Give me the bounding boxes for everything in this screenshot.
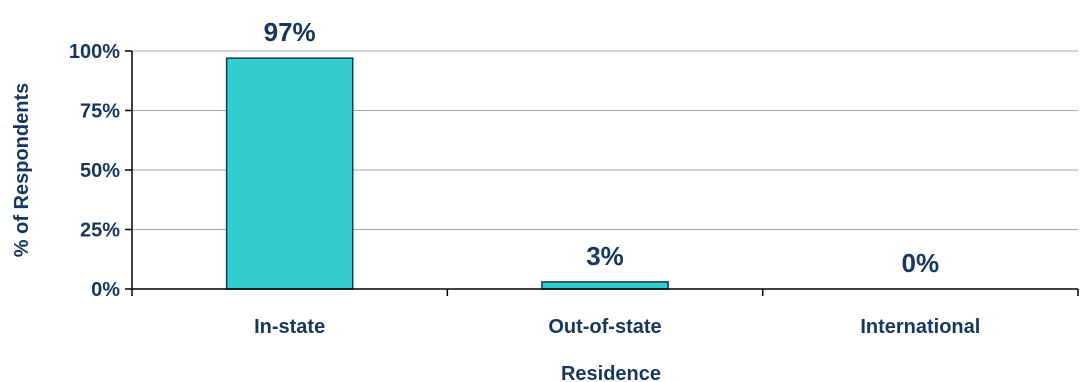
data-label-0: 97% xyxy=(264,17,316,47)
bars xyxy=(225,57,669,290)
x-tick-label-2: International xyxy=(860,316,980,338)
labels: 0% 25% 50% 75% 100% In-state 97% Out-of-state 3%… xyxy=(69,17,980,338)
y-tick-label-2: 50% xyxy=(80,160,120,182)
y-tick-label-4: 100% xyxy=(69,41,120,63)
y-tick-label-0: 0% xyxy=(91,279,120,301)
bar-in-state xyxy=(225,57,354,290)
x-tick-label-1: Out-of-state xyxy=(548,316,661,338)
axes xyxy=(125,50,1079,296)
x-axis-title: Residence xyxy=(561,363,661,382)
y-tick-label-1: 25% xyxy=(80,220,120,242)
data-label-2: 0% xyxy=(902,248,940,278)
bar-out-of-state xyxy=(541,281,669,290)
x-tick-label-0: In-state xyxy=(254,316,325,338)
y-tick-label-3: 75% xyxy=(80,101,120,123)
data-label-1: 3% xyxy=(586,241,624,271)
y-axis-title: % of Respondents xyxy=(11,83,33,257)
